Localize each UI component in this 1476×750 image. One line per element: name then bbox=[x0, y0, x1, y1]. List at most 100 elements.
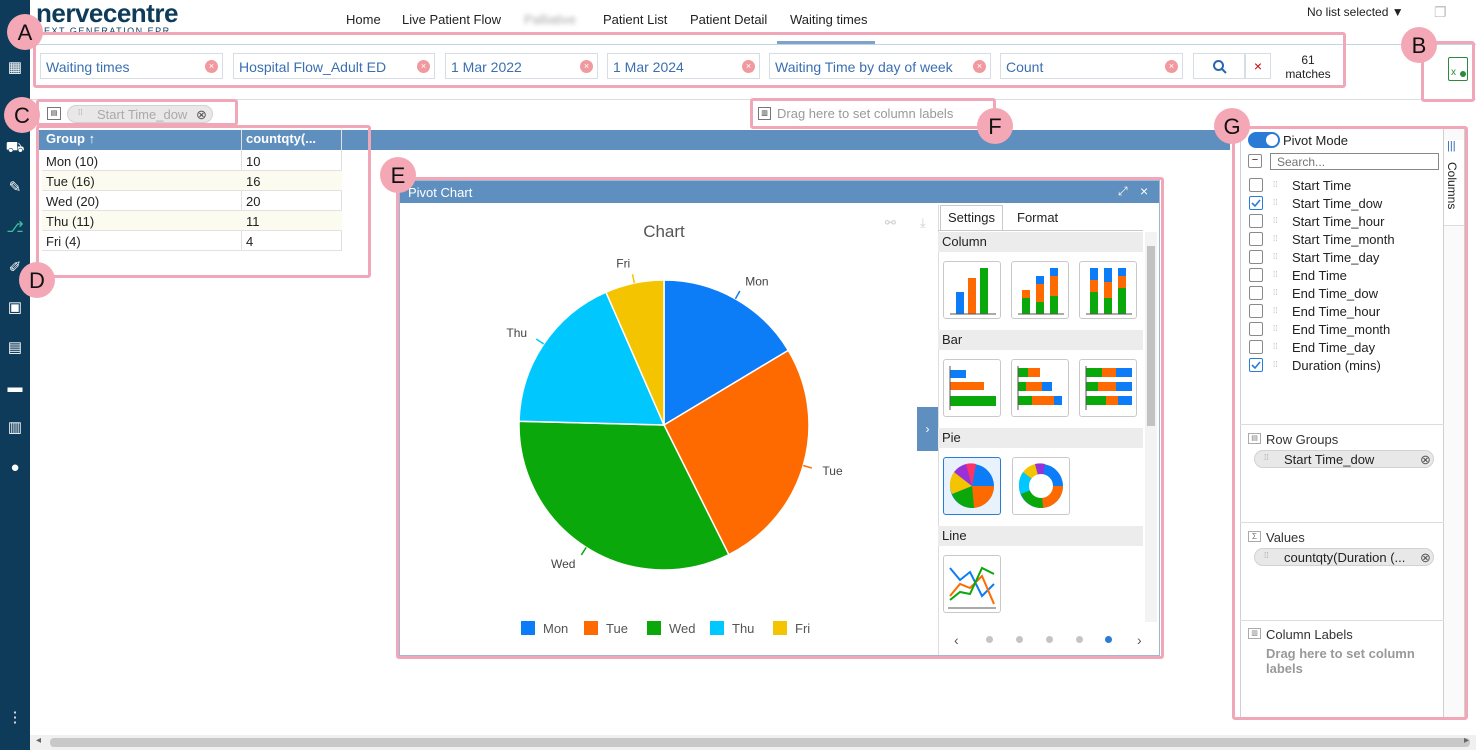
count-column-header[interactable]: countqty(... bbox=[246, 131, 317, 146]
legend-swatch[interactable] bbox=[647, 621, 661, 635]
legend-item-tue[interactable]: Tue bbox=[606, 621, 628, 636]
drag-grip-icon[interactable]: ⁞⁞ bbox=[1273, 360, 1278, 369]
filter-measure[interactable]: Count × bbox=[1000, 53, 1183, 79]
column-checkbox[interactable] bbox=[1249, 304, 1263, 318]
horizontal-scrollbar[interactable]: ◂ ▸ bbox=[30, 735, 1476, 750]
pivot-mode-toggle[interactable] bbox=[1248, 132, 1280, 148]
table-row[interactable]: Tue (16) 16 bbox=[42, 171, 342, 191]
user-settings-icon[interactable]: ● bbox=[10, 459, 20, 476]
column-item-label[interactable]: End Time_month bbox=[1292, 322, 1391, 337]
column-item-label[interactable]: End Time bbox=[1292, 268, 1347, 283]
column-checkbox[interactable] bbox=[1249, 250, 1263, 264]
column-checkbox[interactable] bbox=[1249, 358, 1263, 372]
page-dot[interactable] bbox=[986, 636, 993, 643]
line-chart-option[interactable] bbox=[943, 555, 1001, 613]
legend-swatch[interactable] bbox=[521, 621, 535, 635]
panel-toggle-button[interactable]: › bbox=[917, 407, 938, 451]
pivot-chart-header[interactable]: Pivot Chart ⤢ × bbox=[400, 181, 1159, 203]
table-row[interactable]: Thu (11) 11 bbox=[42, 211, 342, 231]
values-chip[interactable]: ⁞⁞ countqty(Duration (... ⊗ bbox=[1254, 548, 1434, 566]
link-icon[interactable]: ⚯ bbox=[885, 215, 896, 230]
row-group-chip[interactable]: ⁞⁞ Start Time_dow ⊗ bbox=[67, 105, 213, 123]
drag-grip-icon[interactable]: ⁞⁞ bbox=[1273, 270, 1278, 279]
drag-grip-icon[interactable]: ⁞⁞ bbox=[1264, 551, 1269, 560]
select-all-checkbox[interactable]: − bbox=[1248, 154, 1262, 168]
column-drop-hint[interactable]: Drag here to set column labels bbox=[777, 106, 954, 121]
column-item-label[interactable]: Duration (mins) bbox=[1292, 358, 1381, 373]
column-checkbox[interactable] bbox=[1249, 178, 1263, 192]
nav-live-patient-flow[interactable]: Live Patient Flow bbox=[402, 12, 501, 27]
drag-grip-icon[interactable]: ⁞⁞ bbox=[78, 108, 83, 117]
next-page-icon[interactable]: › bbox=[1137, 632, 1142, 648]
column-checkbox[interactable] bbox=[1249, 268, 1263, 282]
column-item-label[interactable]: Start Time_dow bbox=[1292, 196, 1383, 211]
legend-item-wed[interactable]: Wed bbox=[669, 621, 696, 636]
bar-chart-stacked[interactable] bbox=[1011, 359, 1069, 417]
close-icon[interactable]: × bbox=[1140, 183, 1149, 199]
drag-grip-icon[interactable]: ⁞⁞ bbox=[1273, 342, 1278, 351]
tab-format[interactable]: Format bbox=[1017, 210, 1059, 225]
pie-slice-mon[interactable] bbox=[663, 279, 790, 427]
network-icon[interactable]: ⎇ bbox=[6, 219, 24, 236]
ambulance-icon[interactable]: ⛟ bbox=[5, 139, 25, 156]
row-groups-chip[interactable]: ⁞⁞ Start Time_dow ⊗ bbox=[1254, 450, 1434, 468]
column-chart-grouped[interactable] bbox=[943, 261, 1001, 319]
library-icon[interactable]: ▥ bbox=[7, 419, 23, 436]
clear-icon[interactable]: × bbox=[580, 60, 593, 73]
bar-chart-normalized[interactable] bbox=[1079, 359, 1137, 417]
drag-grip-icon[interactable]: ⁞⁞ bbox=[1273, 306, 1278, 315]
clear-icon[interactable]: × bbox=[1165, 60, 1178, 73]
columns-tab[interactable]: ||| Columns bbox=[1444, 140, 1464, 226]
table-row[interactable]: Wed (20) 20 bbox=[42, 191, 342, 211]
column-item-label[interactable]: Start Time_day bbox=[1292, 250, 1380, 265]
legend-swatch[interactable] bbox=[773, 621, 787, 635]
column-checkbox[interactable] bbox=[1249, 322, 1263, 336]
column-item-label[interactable]: End Time_hour bbox=[1292, 304, 1381, 319]
column-chart-stacked[interactable] bbox=[1011, 261, 1069, 319]
drag-grip-icon[interactable]: ⁞⁞ bbox=[1273, 180, 1278, 189]
search-button[interactable] bbox=[1193, 53, 1245, 79]
nav-waiting-times[interactable]: Waiting times bbox=[790, 12, 868, 27]
nav-blurred-item[interactable]: Palliative bbox=[524, 12, 577, 27]
nav-home[interactable]: Home bbox=[346, 12, 381, 27]
excel-export-button[interactable]: x bbox=[1448, 57, 1468, 81]
column-checkbox[interactable] bbox=[1249, 340, 1263, 354]
drag-grip-icon[interactable]: ⁞⁞ bbox=[1273, 252, 1278, 261]
doughnut-chart-option[interactable] bbox=[1012, 457, 1070, 515]
filter-view[interactable]: Waiting Time by day of week × bbox=[769, 53, 991, 79]
nav-patient-list[interactable]: Patient List bbox=[603, 12, 668, 27]
tab-settings[interactable]: Settings bbox=[940, 205, 1003, 230]
copy-icon[interactable]: ❐ bbox=[1434, 4, 1447, 20]
prev-page-icon[interactable]: ‹ bbox=[954, 632, 959, 648]
settings-scrollbar[interactable] bbox=[1145, 232, 1157, 622]
syringe-icon[interactable]: ✎ bbox=[8, 179, 22, 196]
pie-slice-thu[interactable] bbox=[518, 291, 666, 426]
filter-end-date[interactable]: 1 Mar 2024 × bbox=[607, 53, 760, 79]
list-selector[interactable]: No list selected ▼ bbox=[1307, 5, 1404, 19]
drag-grip-icon[interactable]: ⁞⁞ bbox=[1273, 216, 1278, 225]
filter-location[interactable]: Hospital Flow_Adult ED × bbox=[233, 53, 435, 79]
filter-start-date[interactable]: 1 Mar 2022 × bbox=[445, 53, 598, 79]
table-row[interactable]: Fri (4) 4 bbox=[42, 231, 342, 251]
clear-icon[interactable]: × bbox=[205, 60, 218, 73]
column-item-label[interactable]: End Time_dow bbox=[1292, 286, 1378, 301]
clear-icon[interactable]: × bbox=[417, 60, 430, 73]
legend-swatch[interactable] bbox=[584, 621, 598, 635]
legend-item-thu[interactable]: Thu bbox=[732, 621, 754, 636]
pie-chart-option[interactable] bbox=[943, 457, 1001, 515]
remove-icon[interactable]: ⊗ bbox=[1420, 550, 1431, 565]
column-search-input[interactable] bbox=[1270, 153, 1439, 170]
legend-item-fri[interactable]: Fri bbox=[795, 621, 810, 636]
nav-patient-detail[interactable]: Patient Detail bbox=[690, 12, 768, 27]
column-chart-normalized[interactable] bbox=[1079, 261, 1137, 319]
column-item-label[interactable]: Start Time bbox=[1292, 178, 1352, 193]
drag-grip-icon[interactable]: ⁞⁞ bbox=[1273, 198, 1278, 207]
filter-report[interactable]: Waiting times × bbox=[40, 53, 223, 79]
remove-icon[interactable]: ⊗ bbox=[1420, 452, 1431, 467]
column-checkbox[interactable] bbox=[1249, 286, 1263, 300]
legend-swatch[interactable] bbox=[710, 621, 724, 635]
more-vertical-icon[interactable]: ⋮ bbox=[7, 709, 23, 726]
column-item-label[interactable]: Start Time_month bbox=[1292, 232, 1395, 247]
column-item-label[interactable]: End Time_day bbox=[1292, 340, 1376, 355]
column-checkbox[interactable] bbox=[1249, 196, 1263, 210]
